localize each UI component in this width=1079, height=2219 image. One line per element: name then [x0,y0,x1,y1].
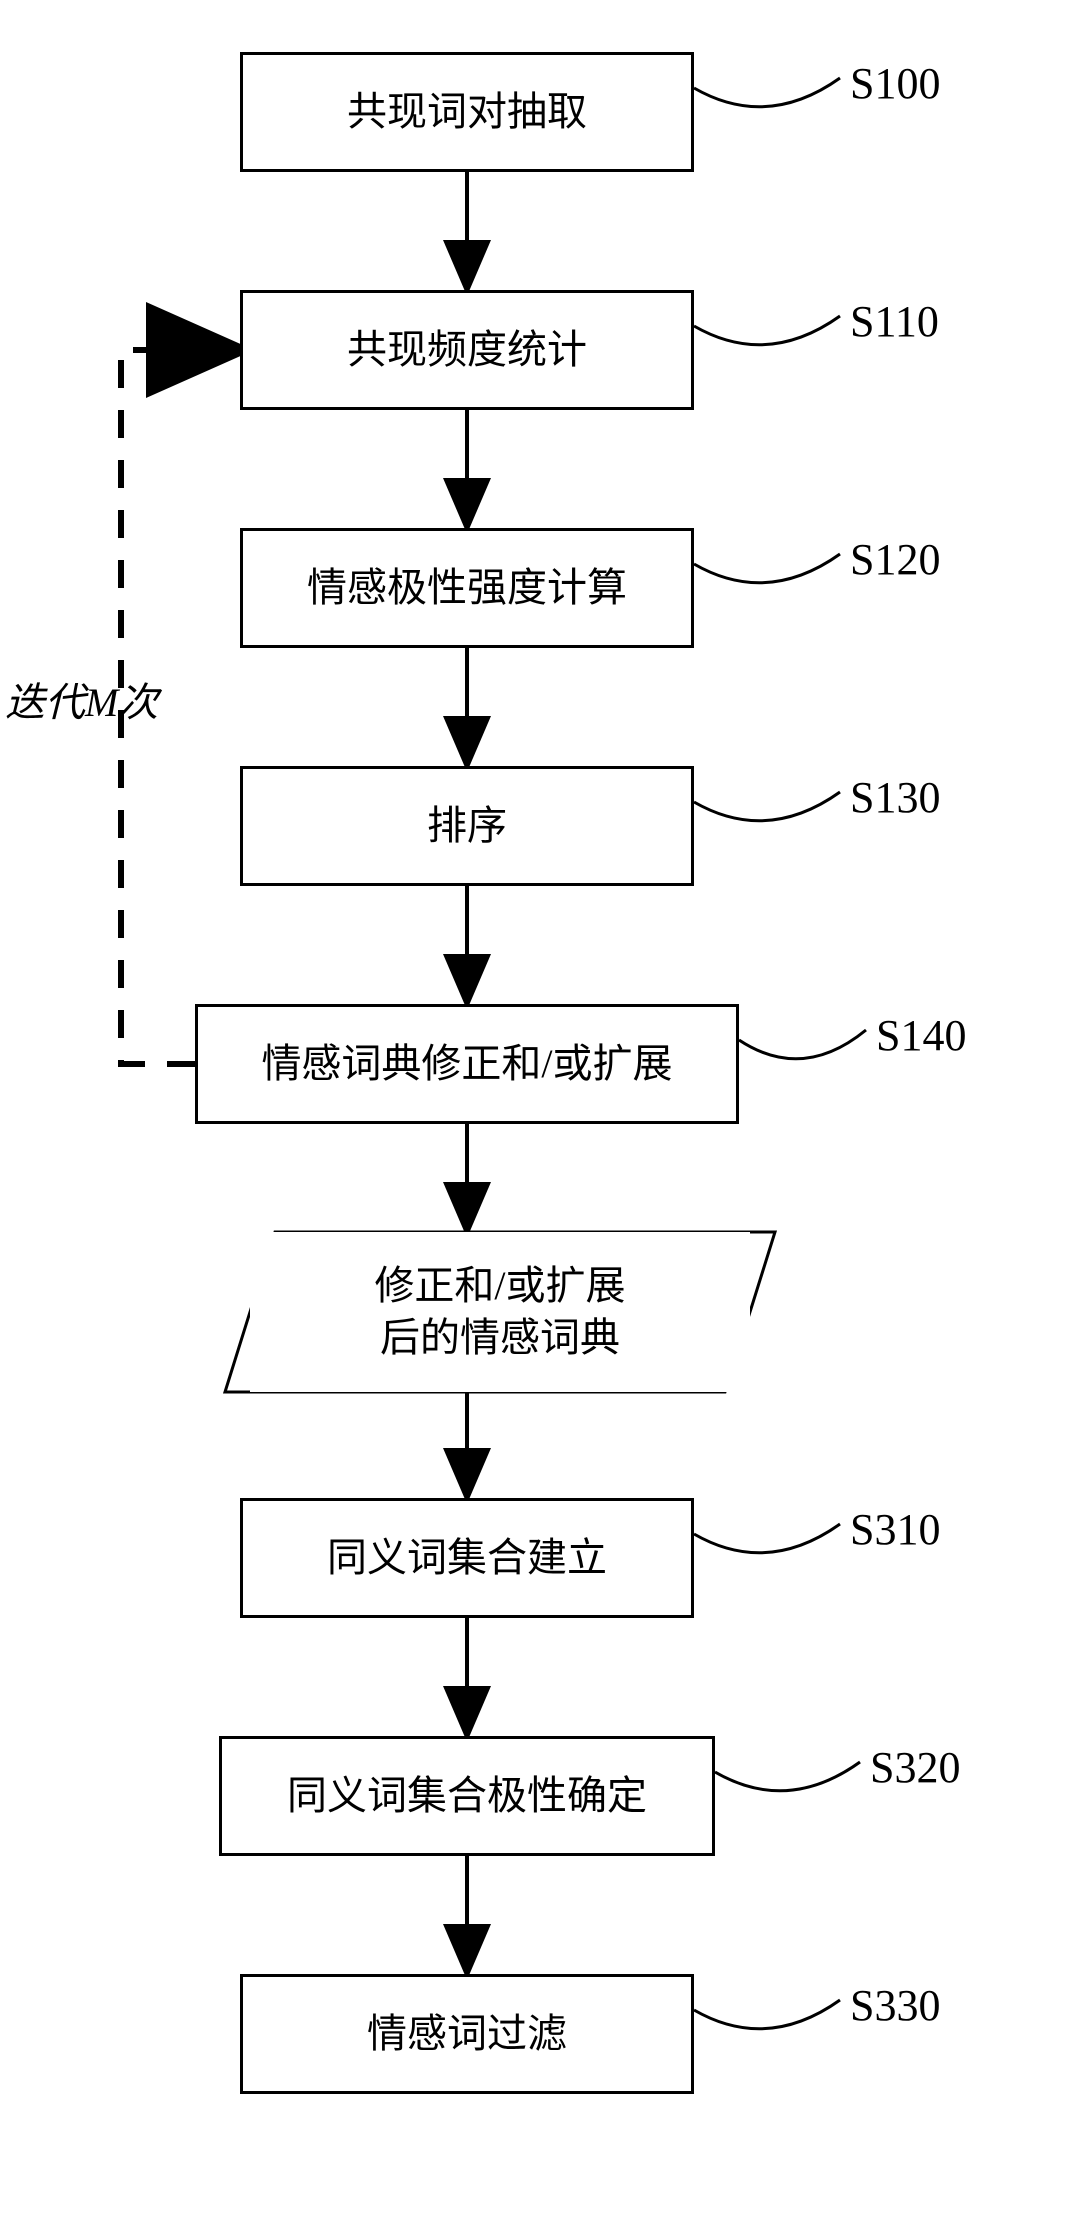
node-label: 同义词集合极性确定 [287,1770,647,1822]
step-label-S140: S140 [876,1010,966,1061]
node-label: 情感词典修正和/或扩展 [261,1038,672,1090]
node-label: 情感极性强度计算 [307,562,627,614]
flowchart-node-n310: 同义词集合建立 [240,1498,694,1618]
step-label-S130: S130 [850,772,940,823]
node-label: 情感词过滤 [367,2008,567,2060]
node-label: 共现词对抽取 [347,86,587,138]
flowchart-node-n120: 情感极性强度计算 [240,528,694,648]
callout-line [694,1524,840,1553]
flowchart-container: 共现词对抽取共现频度统计情感极性强度计算排序情感词典修正和/或扩展修正和/或扩展… [0,0,1079,2219]
flowchart-node-n100: 共现词对抽取 [240,52,694,172]
node-label: 排序 [427,800,507,852]
step-label-S330: S330 [850,1980,940,2031]
step-label-S100: S100 [850,58,940,109]
iteration-label-text: 迭代M次 [5,680,158,725]
flowchart-node-n330: 情感词过滤 [240,1974,694,2094]
callout-line [694,2000,840,2029]
flowchart-node-n320: 同义词集合极性确定 [219,1736,715,1856]
flowchart-node-n110: 共现频度统计 [240,290,694,410]
iteration-label: 迭代M次 [5,670,158,728]
callout-line [739,1030,866,1059]
callout-line [715,1762,860,1791]
callout-line [694,792,840,821]
flowchart-node-n140: 情感词典修正和/或扩展 [195,1004,739,1124]
step-label-S120: S120 [850,534,940,585]
flowchart-node-n130: 排序 [240,766,694,886]
callout-line [694,316,840,345]
step-label-S320: S320 [870,1742,960,1793]
callout-line [694,78,840,107]
flowchart-node-n_dict: 修正和/或扩展 后的情感词典 [250,1232,750,1392]
step-label-S310: S310 [850,1504,940,1555]
node-label: 修正和/或扩展 后的情感词典 [374,1260,625,1364]
callout-line [694,554,840,583]
step-label-S110: S110 [850,296,939,347]
node-label: 共现频度统计 [347,324,587,376]
node-label: 同义词集合建立 [327,1532,607,1584]
